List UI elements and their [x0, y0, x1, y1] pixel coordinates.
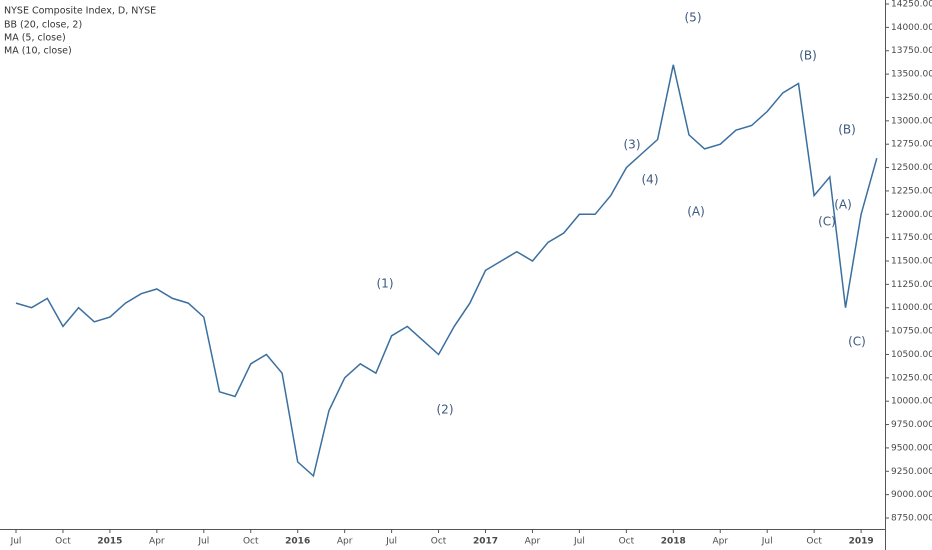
x-tick-label: 2018	[661, 537, 686, 547]
x-tick-label: Oct	[619, 537, 635, 547]
y-tick-label: 14000.0000	[891, 23, 932, 33]
wave-label: (B)	[838, 123, 856, 137]
x-tick-label: Oct	[55, 537, 71, 547]
wave-label: (C)	[848, 335, 866, 349]
y-tick-label: 10500.0000	[891, 350, 932, 360]
y-tick-label: 13000.0000	[891, 116, 932, 126]
x-tick-label: Jul	[573, 537, 585, 547]
y-tick-label: 13250.0000	[891, 93, 932, 103]
x-tick-label: 2019	[849, 537, 874, 547]
x-tick-label: Oct	[431, 537, 447, 547]
x-tick-label: Apr	[712, 537, 728, 547]
indicator-label: MA (10, close)	[4, 46, 72, 57]
x-tick-label: Jul	[385, 537, 397, 547]
wave-label: (A)	[687, 205, 705, 219]
x-tick-label: 2017	[473, 537, 498, 547]
wave-label: (3)	[624, 138, 641, 152]
y-tick-label: 14250.0000	[891, 0, 932, 10]
y-tick-label: 11000.0000	[891, 303, 932, 313]
y-tick-label: 11250.0000	[891, 280, 932, 290]
y-tick-label: 13500.0000	[891, 70, 932, 80]
wave-label: (1)	[377, 277, 394, 291]
x-tick-label: Jul	[761, 537, 773, 547]
y-tick-label: 12750.0000	[891, 140, 932, 150]
chart-title: NYSE Composite Index, D, NYSE	[4, 6, 156, 17]
wave-label: (2)	[437, 403, 454, 417]
y-tick-label: 10000.0000	[891, 397, 932, 407]
x-tick-label: 2015	[97, 537, 122, 547]
y-tick-label: 9000.0000	[891, 490, 932, 500]
x-tick-label: Oct	[243, 537, 259, 547]
x-tick-label: Apr	[149, 537, 165, 547]
x-tick-label: 2016	[285, 537, 310, 547]
y-tick-label: 10250.0000	[891, 373, 932, 383]
y-tick-label: 9500.0000	[891, 443, 932, 453]
y-tick-label: 11500.0000	[891, 257, 932, 267]
x-tick-label: Apr	[525, 537, 541, 547]
wave-label: (A)	[834, 198, 852, 212]
wave-label: (4)	[642, 173, 659, 187]
indicator-label: MA (5, close)	[4, 33, 66, 44]
y-tick-label: 11750.0000	[891, 233, 932, 243]
wave-label: (B)	[799, 49, 817, 63]
wave-label: (5)	[685, 11, 702, 25]
x-tick-label: Apr	[337, 537, 353, 547]
y-tick-label: 13750.0000	[891, 46, 932, 56]
x-tick-label: Jul	[10, 537, 22, 547]
wave-label: (C)	[818, 215, 836, 229]
y-tick-label: 9750.0000	[891, 420, 932, 430]
y-tick-label: 10750.0000	[891, 327, 932, 337]
y-tick-label: 8750.0000	[891, 514, 932, 524]
indicator-label: BB (20, close, 2)	[4, 20, 82, 31]
y-tick-label: 12000.0000	[891, 210, 932, 220]
price-line	[15, 64, 878, 478]
y-tick-label: 12500.0000	[891, 163, 932, 173]
x-tick-label: Oct	[806, 537, 822, 547]
y-tick-label: 9250.0000	[891, 467, 932, 477]
x-tick-label: Jul	[197, 537, 209, 547]
y-tick-label: 12250.0000	[891, 186, 932, 196]
